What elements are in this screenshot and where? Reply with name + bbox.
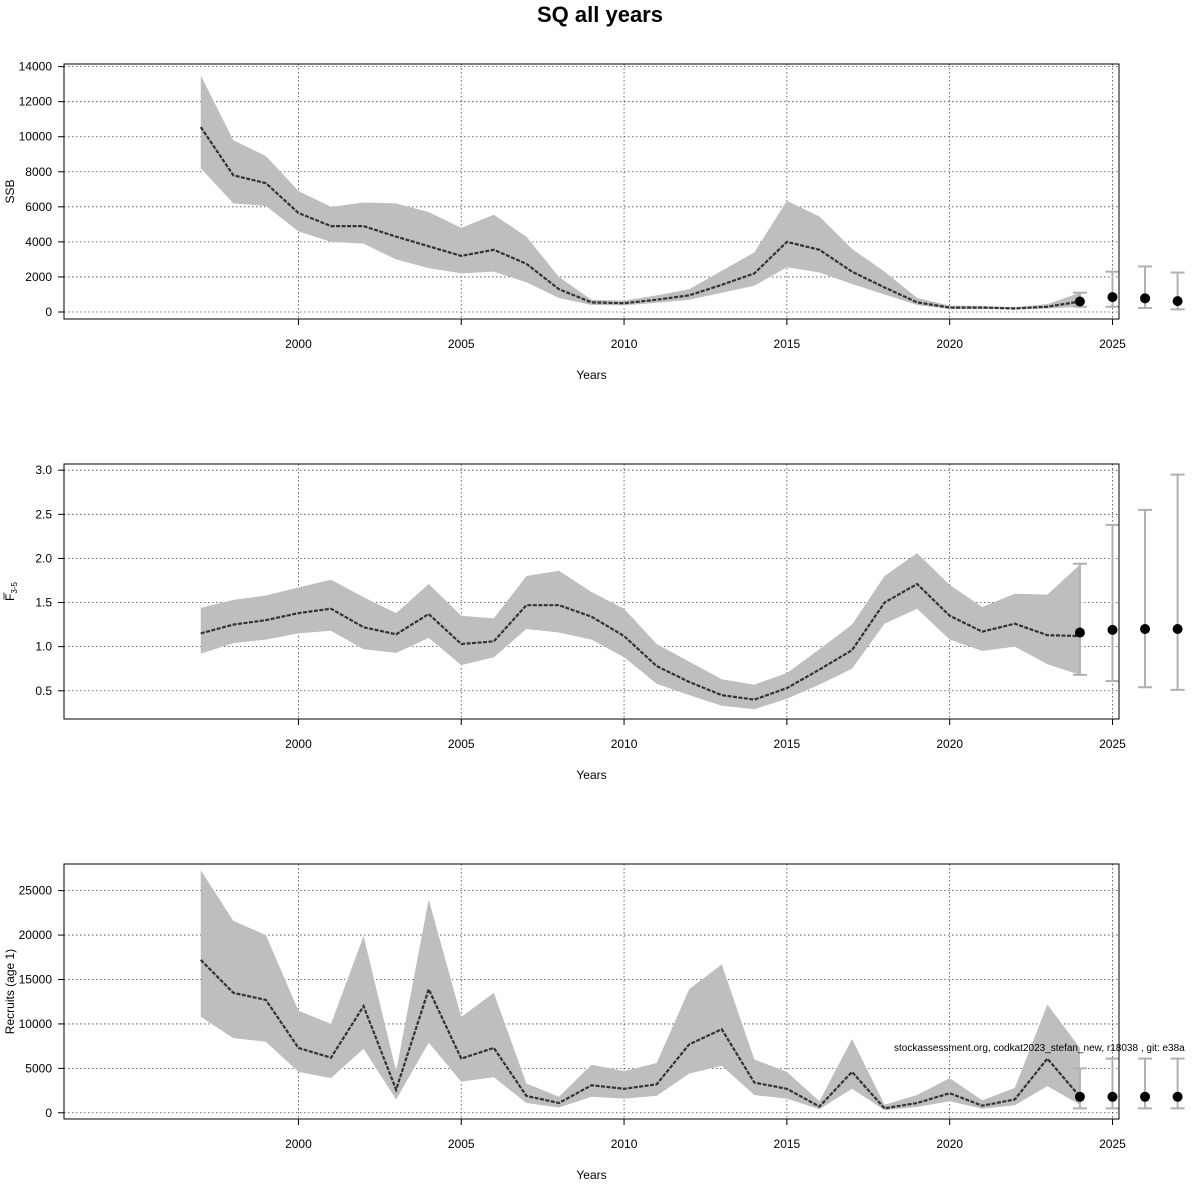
forecast-point-2025 <box>1107 1091 1118 1102</box>
x-tick-label-2005: 2005 <box>448 737 475 751</box>
source-note: stockassessment.org, codkat2023_stefan_n… <box>894 1043 1185 1054</box>
chart-title: SQ all years <box>537 2 663 27</box>
y-tick-label-4: 8000 <box>25 165 52 179</box>
y-tick-label-1: 5000 <box>25 1061 52 1075</box>
estimate-line <box>199 959 1081 1110</box>
y-tick-label-4: 20000 <box>19 928 53 942</box>
y-tick-label-0: 0 <box>45 1106 52 1120</box>
y-axis-label-main: F <box>3 594 17 601</box>
plot-frame <box>63 863 1120 1120</box>
y-tick-label-2: 10000 <box>19 1017 53 1031</box>
x-tick-label-2005: 2005 <box>448 1137 475 1151</box>
y-tick-label-6: 12000 <box>19 95 53 109</box>
x-tick-label-2010: 2010 <box>611 337 638 351</box>
x-axis-label: Years <box>576 1168 606 1182</box>
x-tick-label-2015: 2015 <box>774 1137 801 1151</box>
x-tick-label-2005: 2005 <box>448 337 475 351</box>
y-axis-label: Recruits (age 1) <box>3 949 17 1034</box>
panel-recruits: 2000 2005 2010 2015 2020 2025 0 5000 10000 15000 2… <box>3 863 1185 1182</box>
x-tick-label-2000: 2000 <box>285 1137 312 1151</box>
x-tick-label-2010: 2010 <box>611 1137 638 1151</box>
x-tick-label-2020: 2020 <box>936 737 963 751</box>
x-tick-label-2015: 2015 <box>774 737 801 751</box>
forecast-point-2027 <box>1172 296 1183 307</box>
y-tick-label-4: 2.5 <box>35 507 52 521</box>
panel-fishing-mortality: 2000 2005 2010 2015 2020 2025 0.5 1.0 1.5 2.0 2.5 3… <box>3 463 1185 782</box>
y-tick-label-1: 1.0 <box>35 640 52 654</box>
panel-ssb: 2000 2005 2010 2015 2020 2025 0 2000 4000 6000 800… <box>3 60 1185 382</box>
y-tick-label-3: 15000 <box>19 973 53 987</box>
forecast-point-2026 <box>1140 624 1151 634</box>
forecast-point-2024 <box>1074 1091 1085 1102</box>
x-tick-label-2025: 2025 <box>1099 337 1126 351</box>
x-axis-label: Years <box>576 368 606 382</box>
y-tick-label-3: 6000 <box>25 200 52 214</box>
forecast-point-2026 <box>1140 1091 1151 1102</box>
confidence-band <box>200 75 1080 310</box>
forecast-point-2025 <box>1107 624 1118 635</box>
x-tick-label-2025: 2025 <box>1099 1137 1126 1151</box>
y-tick-label-5: 25000 <box>19 884 53 898</box>
forecast-point-2027 <box>1172 624 1183 634</box>
x-tick-label-2015: 2015 <box>774 337 801 351</box>
forecast-point-2027 <box>1172 1091 1183 1102</box>
confidence-band <box>200 553 1080 710</box>
y-tick-label-0: 0.5 <box>35 684 52 698</box>
x-axis-label: Years <box>576 768 606 782</box>
forecast-point-2025 <box>1107 292 1118 303</box>
estimate-line <box>200 582 1080 701</box>
x-tick-label-2020: 2020 <box>936 337 963 351</box>
y-axis-label: SSB <box>3 179 17 203</box>
x-tick-label-2020: 2020 <box>936 1137 963 1151</box>
y-tick-label-2: 4000 <box>25 235 52 249</box>
y-axis-label-subscript: 3-5 <box>10 581 19 593</box>
y-tick-label-1: 2000 <box>25 270 52 284</box>
x-tick-label-2000: 2000 <box>285 337 312 351</box>
forecast-point-2024 <box>1074 296 1085 307</box>
forecast-point-2024 <box>1074 627 1085 638</box>
y-tick-label-5: 10000 <box>19 130 53 144</box>
y-tick-label-7: 14000 <box>19 60 53 74</box>
plot-frame <box>63 63 1120 320</box>
plot-frame <box>63 463 1120 720</box>
y-tick-label-5: 3.0 <box>35 463 52 477</box>
estimate-line <box>199 126 1081 310</box>
x-tick-label-2010: 2010 <box>611 737 638 751</box>
y-tick-label-3: 2.0 <box>35 551 52 565</box>
y-tick-label-2: 1.5 <box>35 596 52 610</box>
confidence-band <box>200 870 1080 1111</box>
x-tick-label-2000: 2000 <box>285 737 312 751</box>
forecast-point-2026 <box>1140 293 1151 304</box>
y-tick-label-0: 0 <box>45 305 52 319</box>
x-tick-label-2025: 2025 <box>1099 737 1126 751</box>
y-axis-label: F3-5 <box>3 581 19 600</box>
